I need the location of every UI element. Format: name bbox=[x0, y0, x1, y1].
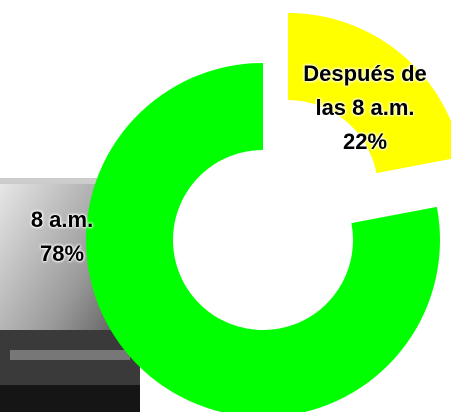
category-label: 8 a.m. bbox=[30, 207, 94, 232]
slice-label: Después de las 8 a.m. 22% bbox=[290, 57, 440, 159]
donut-slice bbox=[86, 63, 440, 412]
donut-slice bbox=[288, 13, 451, 174]
value-label: 78% bbox=[39, 241, 85, 266]
value-label: 22% bbox=[342, 129, 388, 154]
category-label: Después de las 8 a.m. bbox=[303, 61, 427, 120]
slice-label: 8 a.m. 78% bbox=[0, 203, 137, 271]
